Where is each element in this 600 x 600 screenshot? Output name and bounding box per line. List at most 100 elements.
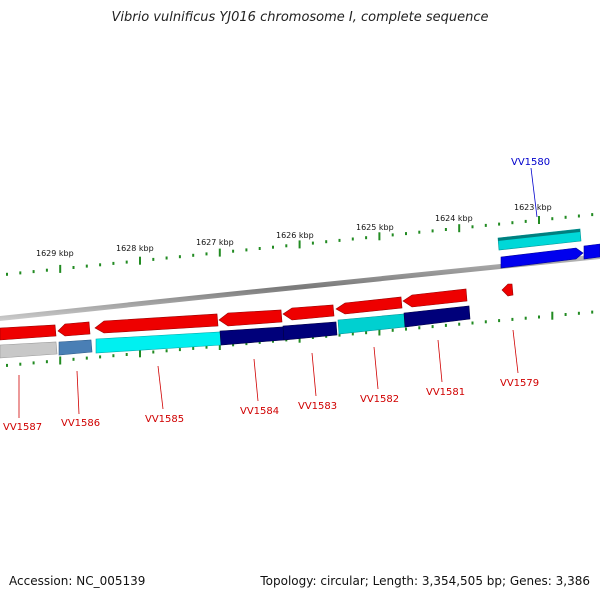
tick-minor [591,213,594,217]
tick-label-1627: 1627 kbp [196,238,234,247]
gene-vv1579-red[interactable] [501,283,514,297]
tick-minor [577,214,580,218]
tick-major [538,216,540,224]
accession-text: Accession: NC_005139 [9,574,146,588]
tick-minor [6,363,8,367]
tick-minor [471,321,474,325]
tick-minor [405,327,407,331]
tick-minor [192,253,195,257]
tick-minor [564,313,567,316]
tick-minor [524,219,527,223]
gene-vv1587-grey[interactable] [0,341,58,359]
tick-minor [152,350,155,354]
tick-minor [245,342,248,346]
tick-minor [498,222,501,226]
tick-minor [45,360,48,364]
tick-major [139,349,141,358]
gene-label-vv1584[interactable]: VV1584 [240,406,279,417]
tick-minor [511,221,514,225]
tick-minor [338,238,341,242]
tick-minor [32,361,35,365]
tick-minor [365,236,368,240]
gene-label-vv1583[interactable]: VV1583 [298,401,337,412]
tick-major [59,264,62,273]
map-title: Vibrio vulnificus YJ016 chromosome I, co… [111,10,489,25]
tick-major [298,240,301,249]
gene-vv1585-cyan[interactable] [95,331,222,354]
tick-minor [577,311,580,315]
tick-minor [311,241,314,245]
gene-label-vv1581[interactable]: VV1581 [426,387,465,398]
tick-minor [232,249,235,253]
tick-minor [511,317,514,321]
gene-label-vv1580[interactable]: VV1580 [511,157,550,168]
gene-vv1583-navy[interactable] [282,321,338,341]
tick-minor [125,353,128,356]
tick-minor [152,257,155,261]
gene-label-vv1587[interactable]: VV1587 [3,422,42,433]
gene-label-vv1579[interactable]: VV1579 [500,378,539,389]
tick-minor [351,237,354,241]
leader-lines [18,329,519,418]
gene-label-vv1585[interactable]: VV1585 [145,414,184,425]
tick-minor [272,339,274,343]
tick-label-1626: 1626 kbp [276,231,314,240]
tick-label-1625: 1625 kbp [356,223,394,232]
tick-minor [391,328,394,332]
tick-minor [72,357,75,361]
tick-minor [205,252,208,256]
tick-label-1629: 1629 kbp [36,249,74,258]
tick-minor [444,228,447,231]
tick-minor [72,266,75,269]
tick-minor [591,310,594,314]
gene-vv1584-red[interactable] [218,309,283,327]
gene-vv1580-blue[interactable] [500,247,584,269]
tick-minor [338,333,341,337]
gene-vv1586-red[interactable] [57,321,91,337]
tick-minor [165,256,168,260]
tick-major [378,327,381,336]
gene-vv1582-red[interactable] [335,296,403,315]
tick-major [551,311,554,320]
gene-vv1586-steel[interactable] [58,339,93,356]
gene-vv1584-navy[interactable] [219,326,285,346]
gene-vv1587-red[interactable] [0,324,57,341]
tick-minor [391,233,394,237]
tick-minor [258,247,261,250]
tick-minor [45,268,48,272]
tick-minor [484,223,487,227]
tick-major [218,248,221,257]
tick-minor [192,346,195,350]
tick-minor [418,326,421,330]
tick-minor [6,272,8,276]
tick-major [378,232,381,241]
tick-label-1623: 1623 kbp [514,203,552,212]
tick-minor [365,331,368,335]
tick-minor [458,322,461,326]
gene-label-vv1582[interactable]: VV1582 [360,394,399,405]
tick-minor [431,229,434,233]
gene-label-vv1586[interactable]: VV1586 [61,418,100,429]
tick-minor [272,245,274,249]
tick-minor [125,260,128,264]
gene-vv1583-red[interactable] [282,304,335,321]
tick-minor [405,232,407,236]
tick-minor [564,215,567,219]
tick-minor [232,343,235,347]
leader-line-vv1580 [530,167,538,218]
gene-next-blue[interactable] [583,243,600,260]
gene-vv1581-red[interactable] [402,288,468,308]
tick-minor [85,264,88,268]
tick-minor [112,354,115,358]
genome-summary-text: Topology: circular; Length: 3,354,505 bp… [260,574,590,588]
tick-major [458,224,461,233]
gene-vv1585-red[interactable] [94,313,219,334]
tick-minor [205,345,208,349]
tick-row-lower [6,310,594,367]
tick-label-1628: 1628 kbp [116,244,154,253]
tick-minor [285,244,288,248]
tick-minor [418,230,421,234]
gene-vv1581-navy[interactable] [403,305,471,328]
gene-vv1582-cyan[interactable] [337,313,406,335]
